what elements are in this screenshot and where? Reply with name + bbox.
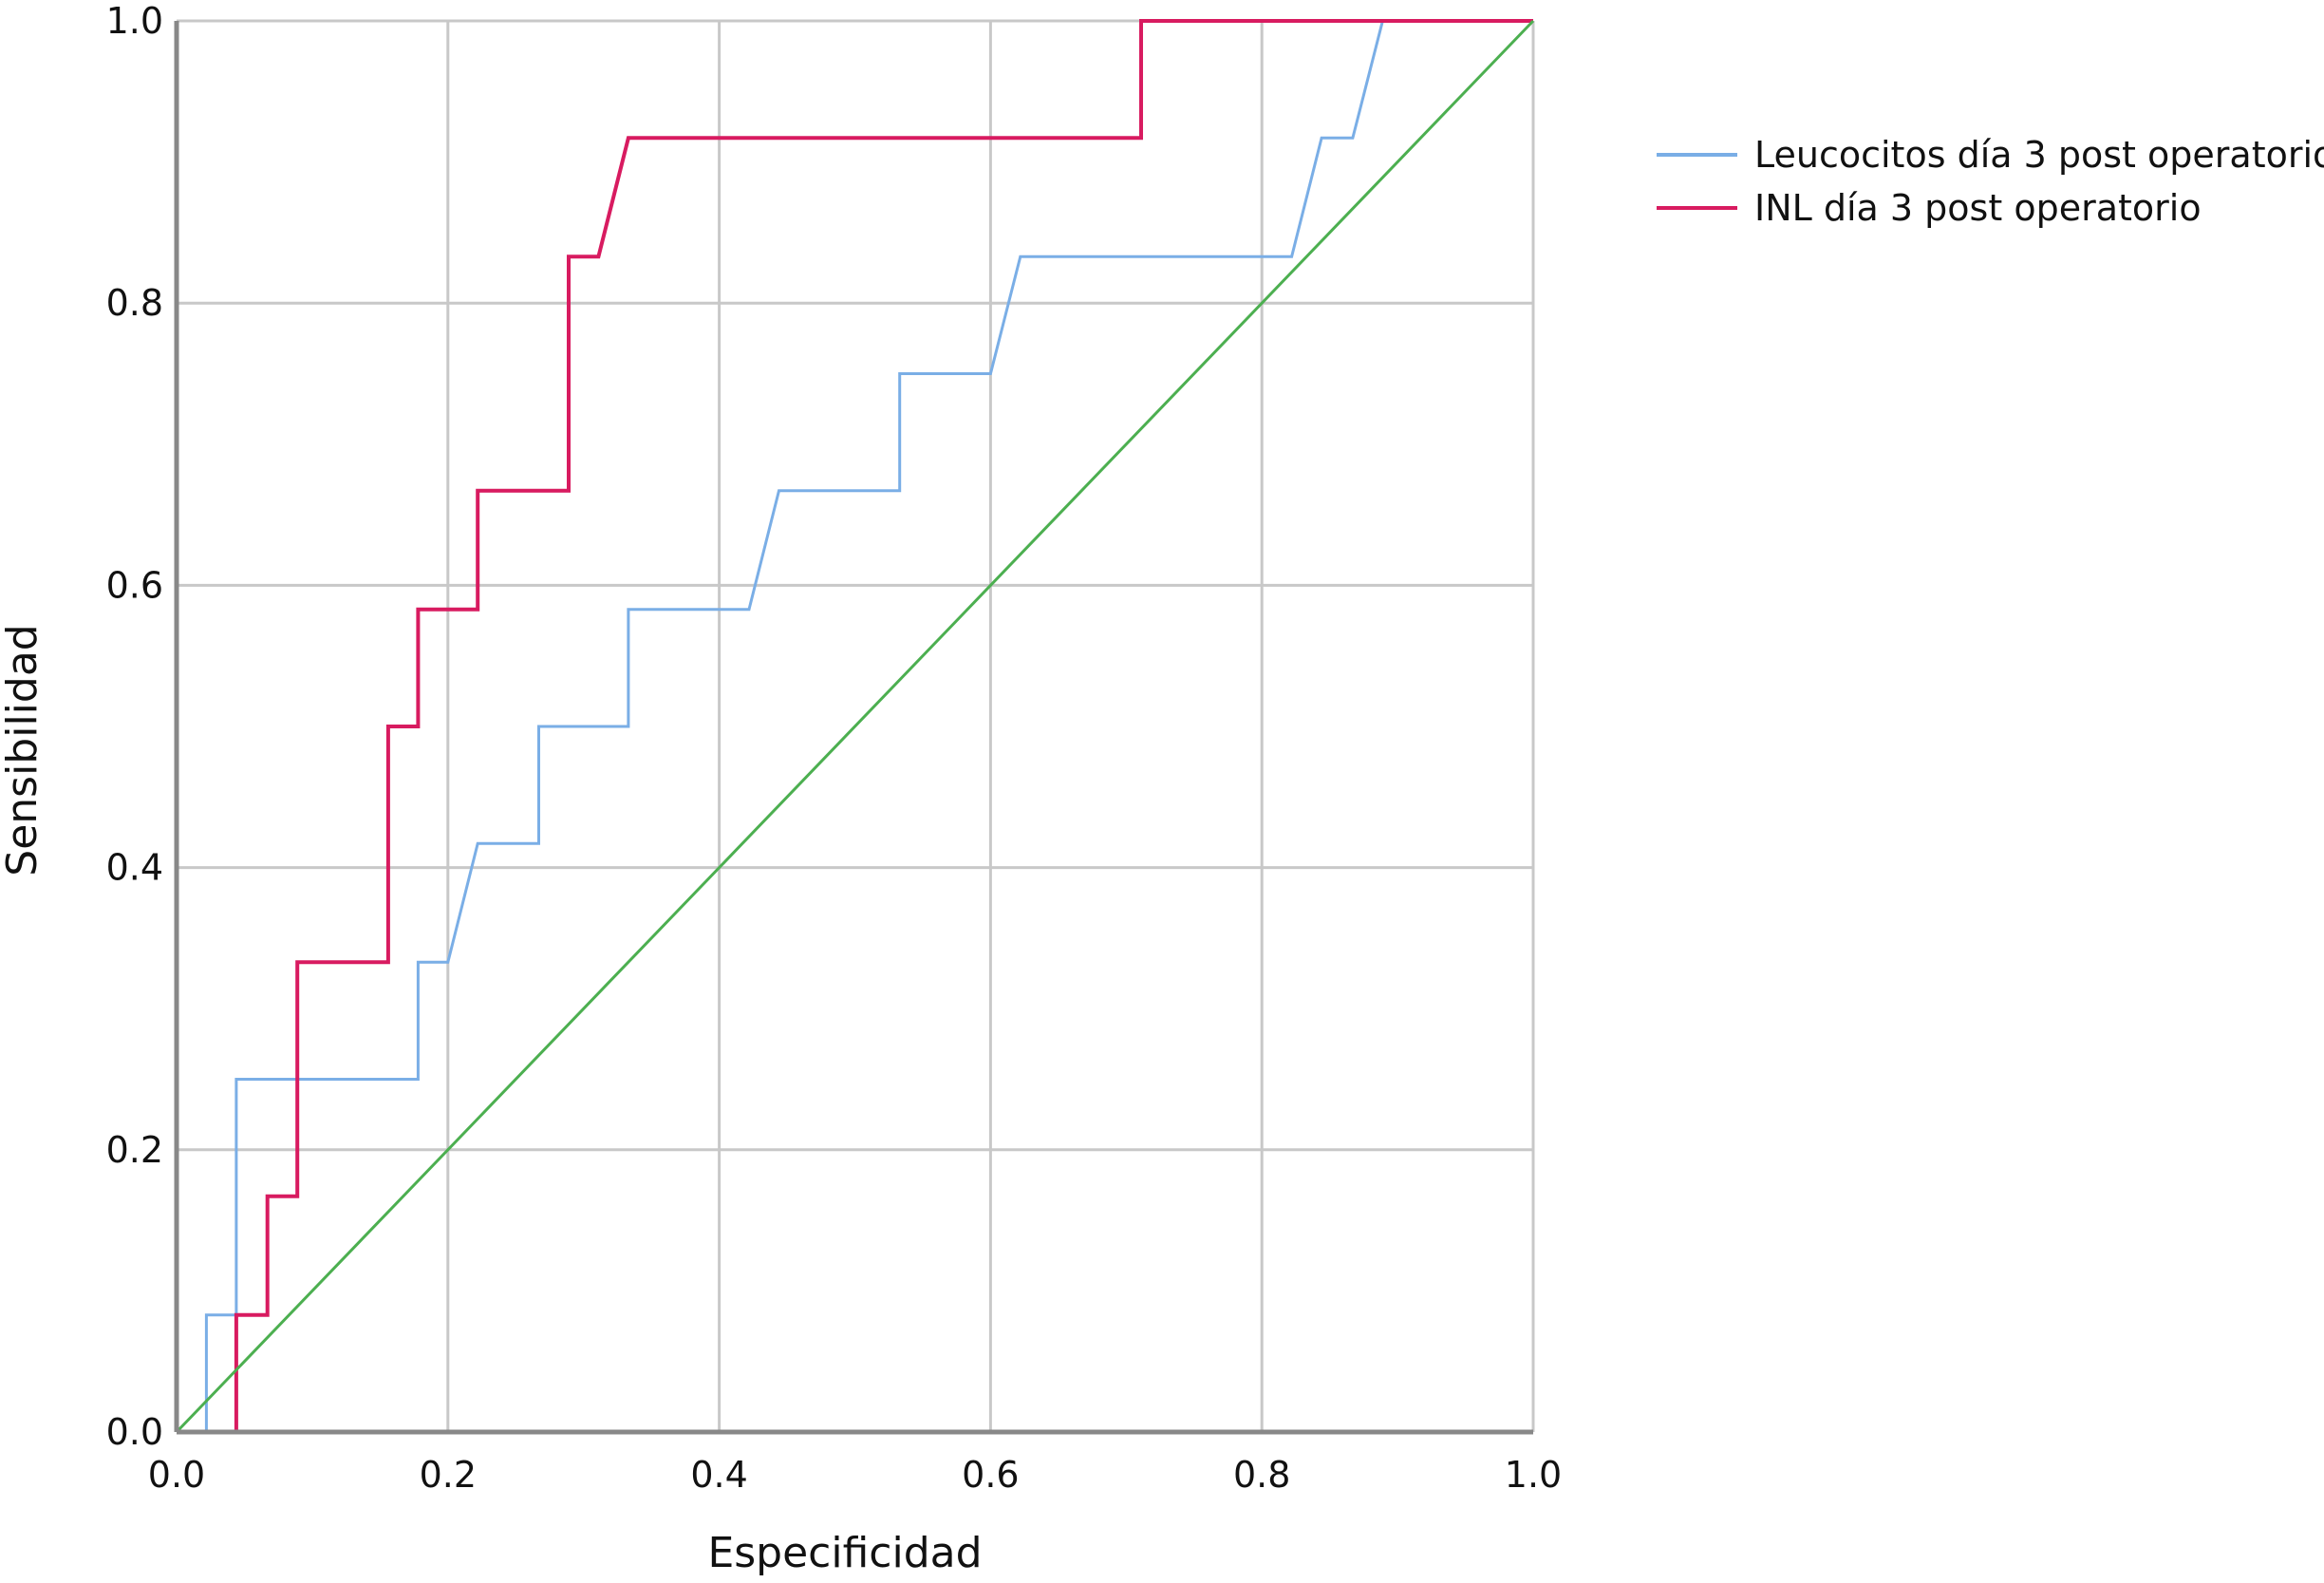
x-axis-title: Especificidad (707, 1529, 982, 1577)
x-tick-label: 1.0 (1505, 1454, 1562, 1496)
legend-label: Leucocitos día 3 post operatorio (1754, 134, 2324, 176)
legend: Leucocitos día 3 post operatorio INL día … (1657, 134, 2324, 229)
y-tick-label: 0.8 (106, 282, 163, 324)
reference-line (175, 19, 1535, 1434)
y-tick-label: 0.0 (106, 1411, 163, 1453)
x-tick-label: 0.2 (420, 1454, 477, 1496)
y-tick-label: 0.4 (106, 847, 163, 889)
series-lines (175, 19, 1535, 1434)
series-line-0 (177, 19, 1533, 1434)
y-tick-label: 1.0 (106, 0, 163, 42)
x-tick-label: 0.8 (1233, 1454, 1290, 1496)
series-line-1 (177, 19, 1533, 1434)
y-tick-label: 0.6 (106, 564, 163, 606)
axes (174, 21, 1533, 1435)
x-tick-label: 0.4 (690, 1454, 747, 1496)
y-tick-label: 0.2 (106, 1129, 163, 1171)
legend-label: INL día 3 post operatorio (1754, 187, 2202, 229)
x-tick-label: 0.6 (962, 1454, 1019, 1496)
x-tick-label: 0.0 (148, 1454, 205, 1496)
tick-labels: 0.0 0.2 0.4 0.6 0.8 1.0 0.0 0.2 0.4 0.6 0.8 1.0 (106, 0, 1563, 1496)
y-axis-title: Sensibilidad (0, 624, 47, 876)
